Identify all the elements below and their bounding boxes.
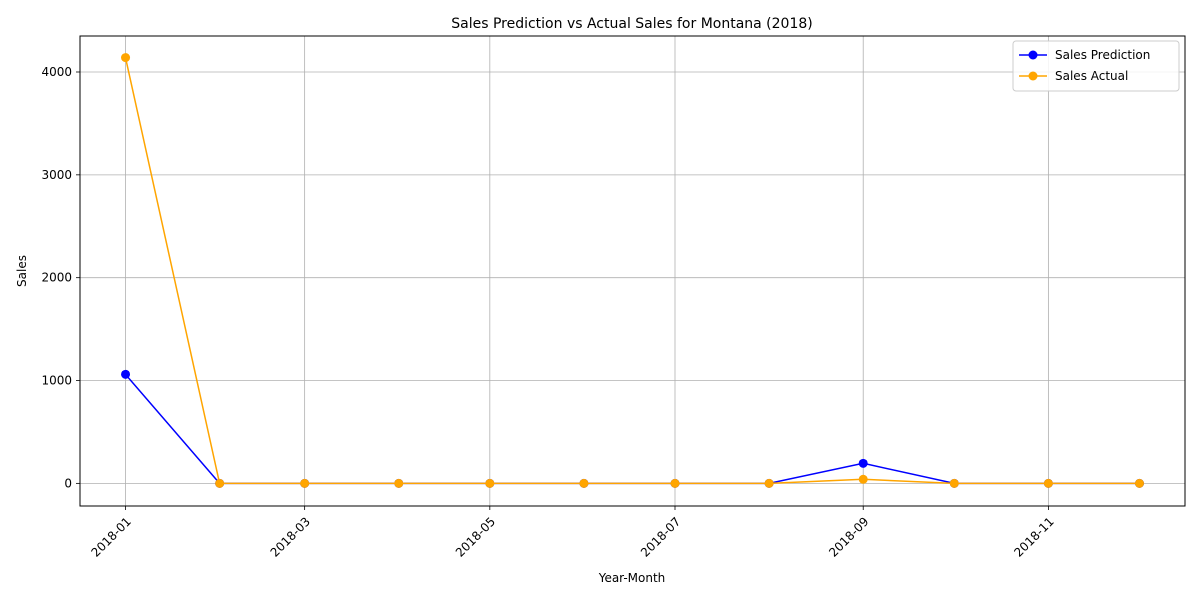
data-point bbox=[1134, 478, 1144, 488]
data-point bbox=[858, 474, 868, 484]
legend: Sales Prediction Sales Actual bbox=[1012, 40, 1180, 92]
plot-frame bbox=[79, 35, 1186, 507]
y-axis-label: Sales bbox=[15, 255, 29, 287]
y-tick-label: 3000 bbox=[41, 168, 72, 182]
data-point bbox=[485, 478, 495, 488]
data-point bbox=[300, 478, 310, 488]
y-tick-label: 2000 bbox=[41, 271, 72, 285]
legend-box bbox=[1012, 40, 1180, 92]
legend-swatch-marker bbox=[1028, 50, 1038, 60]
y-tick-label: 0 bbox=[64, 476, 72, 490]
data-point bbox=[670, 478, 680, 488]
data-point bbox=[858, 458, 868, 468]
legend-entry: Sales Prediction bbox=[1055, 48, 1150, 62]
chart-title: Sales Prediction vs Actual Sales for Mon… bbox=[451, 16, 813, 32]
data-point bbox=[949, 478, 959, 488]
series-group bbox=[121, 53, 1144, 488]
data-point bbox=[121, 369, 131, 379]
data-point bbox=[394, 478, 404, 488]
data-point bbox=[579, 478, 589, 488]
legend-swatch-marker bbox=[1028, 71, 1038, 81]
x-axis-label: Year-Month bbox=[598, 571, 666, 585]
y-tick-label: 1000 bbox=[41, 374, 72, 388]
series-line-1 bbox=[124, 57, 1140, 485]
data-point bbox=[764, 478, 774, 488]
data-point bbox=[121, 53, 131, 63]
data-point bbox=[1043, 478, 1053, 488]
legend-entry: Sales Actual bbox=[1055, 69, 1128, 83]
data-point bbox=[215, 478, 225, 488]
y-tick-label: 4000 bbox=[41, 65, 72, 79]
